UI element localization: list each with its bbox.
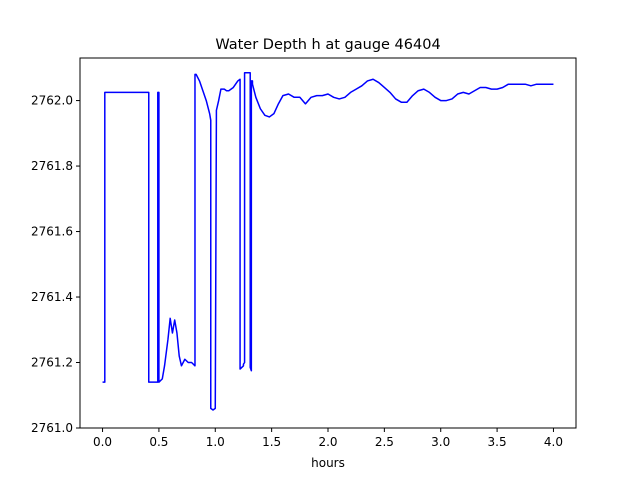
x-axis-label: hours [311,456,345,470]
x-tick-label: 0.0 [93,435,112,449]
y-tick-label: 2761.8 [31,159,73,173]
y-axis: 2761.0 2761.2 2761.4 2761.6 2761.8 2762.0 [31,94,80,435]
x-tick-label: 1.5 [262,435,281,449]
series-line-h [102,71,554,411]
y-tick-label: 2762.0 [31,94,73,108]
x-tick-label: 3.0 [431,435,450,449]
x-tick-label: 2.0 [318,435,337,449]
plot-frame [79,57,577,429]
y-tick-label: 2761.0 [31,421,73,435]
x-axis: 0.0 0.5 1.0 1.5 2.0 2.5 3.0 3.5 4.0 [93,428,563,449]
x-tick-label: 0.5 [149,435,168,449]
y-tick-label: 2761.6 [31,225,73,239]
x-tick-label: 1.0 [206,435,225,449]
x-tick-label: 3.5 [488,435,507,449]
chart-title: Water Depth h at gauge 46404 [215,37,440,53]
y-tick-label: 2761.4 [31,290,73,304]
x-tick-label: 2.5 [375,435,394,449]
x-tick-label: 4.0 [544,435,563,449]
plot-area [102,71,554,411]
y-tick-label: 2761.2 [31,356,73,370]
